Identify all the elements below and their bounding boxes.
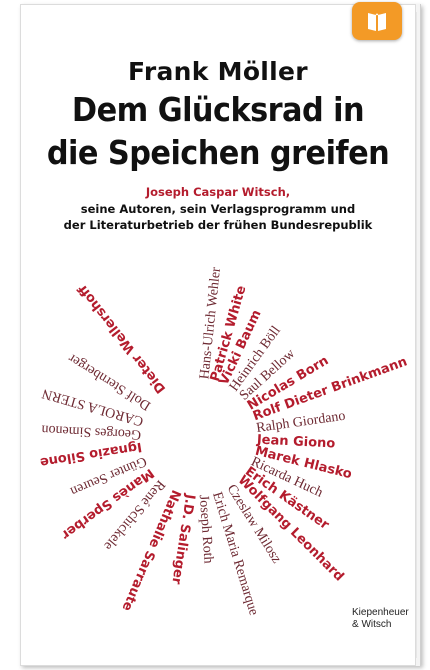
book-cover: Frank Möller Dem Glücksrad in die Speich…: [20, 4, 416, 666]
book-subtitle-line-1: Joseph Caspar Witsch,: [145, 185, 291, 199]
book-author: Frank Möller: [128, 57, 308, 86]
author-spoke-8: Jean Giono: [256, 432, 336, 451]
publisher-name-line-2: & Witsch: [352, 619, 392, 630]
author-spoke-15: Joseph Roth: [196, 494, 216, 564]
book-title-line-2: die Speichen greifen: [46, 133, 390, 172]
open-book-icon: [368, 13, 386, 31]
publisher-logo: Kiepenheuer & Witsch: [352, 607, 412, 631]
author-spoke-22: Georges Simenon: [41, 422, 141, 442]
book-title-line-1: Dem Glücksrad in: [71, 90, 365, 129]
open-reader-button[interactable]: [352, 2, 402, 40]
book-subtitle-line-2: seine Autoren, sein Verlagsprogramm und: [80, 202, 356, 216]
page-edge: [415, 12, 417, 658]
book-subtitle-line-3: der Literaturbetrieb der frühen Bundesre…: [63, 218, 373, 232]
publisher-name-line-1: Kiepenheuer: [352, 607, 409, 618]
